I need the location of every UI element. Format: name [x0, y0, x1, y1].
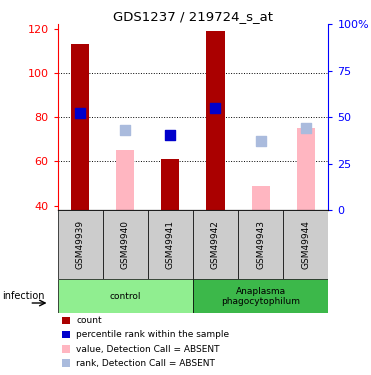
Bar	[252, 186, 270, 210]
Bar	[116, 150, 134, 210]
Text: GSM49940: GSM49940	[121, 220, 130, 269]
Bar	[297, 128, 315, 210]
Bar	[62, 359, 70, 367]
Bar	[62, 331, 70, 339]
Bar	[193, 279, 328, 313]
Bar	[62, 316, 70, 324]
Point	[122, 128, 128, 134]
Text: GSM49942: GSM49942	[211, 220, 220, 269]
Text: GSM49943: GSM49943	[256, 220, 265, 269]
Bar	[206, 31, 224, 210]
Point	[303, 125, 309, 131]
Point	[167, 132, 173, 138]
Bar	[193, 210, 238, 279]
Bar	[58, 210, 103, 279]
Bar	[161, 159, 180, 210]
Bar	[58, 279, 193, 313]
Point	[257, 138, 263, 144]
Text: infection: infection	[2, 291, 45, 301]
Bar	[71, 44, 89, 210]
Bar	[148, 210, 193, 279]
Text: percentile rank within the sample: percentile rank within the sample	[76, 330, 229, 339]
Bar	[62, 345, 70, 352]
Bar	[283, 210, 328, 279]
Text: control: control	[109, 292, 141, 301]
Text: count: count	[76, 316, 102, 325]
Text: GSM49941: GSM49941	[166, 220, 175, 269]
Bar	[238, 210, 283, 279]
Text: GSM49944: GSM49944	[301, 220, 310, 269]
Bar	[103, 210, 148, 279]
Title: GDS1237 / 219724_s_at: GDS1237 / 219724_s_at	[113, 10, 273, 23]
Point	[213, 105, 219, 111]
Text: rank, Detection Call = ABSENT: rank, Detection Call = ABSENT	[76, 359, 215, 368]
Text: GSM49939: GSM49939	[76, 220, 85, 269]
Text: value, Detection Call = ABSENT: value, Detection Call = ABSENT	[76, 345, 220, 354]
Point	[77, 110, 83, 116]
Text: Anaplasma
phagocytophilum: Anaplasma phagocytophilum	[221, 286, 300, 306]
